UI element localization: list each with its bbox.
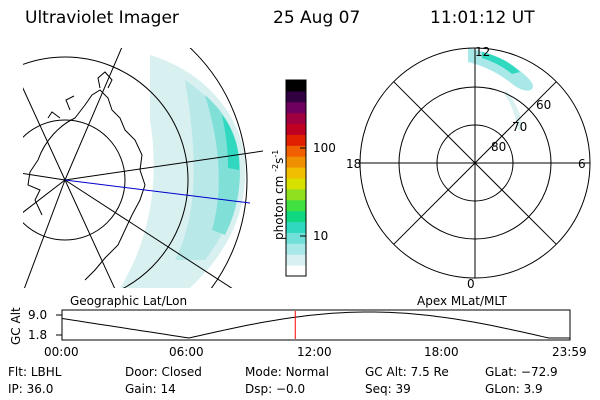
- status-flt: Flt: LBHL: [8, 365, 62, 379]
- colorbar-band: [286, 254, 306, 266]
- status-dsp: Dsp: −0.0: [245, 382, 306, 396]
- date-label: 25 Aug 07: [273, 8, 361, 28]
- orbit-ylabel: GC Alt: [9, 307, 23, 345]
- status-gc-alt: GC Alt: 7.5 Re: [365, 365, 449, 379]
- colorbar-band: [286, 199, 306, 212]
- orbit-xtick-0000: 00:00: [44, 345, 79, 359]
- mag-panel-label: Apex MLat/MLT: [417, 294, 507, 308]
- colorbar-band: [286, 123, 306, 135]
- status-seq: Seq: 39: [365, 382, 411, 396]
- lat-circle-mid: [23, 56, 189, 288]
- mlt-label-0: 0: [467, 277, 475, 291]
- colorbar-band: [286, 167, 306, 179]
- status-glat: GLat: −72.9: [485, 365, 558, 379]
- orbit-xtick-1200: 12:00: [297, 345, 332, 359]
- colorbar-tick-100: 100: [313, 141, 336, 155]
- orbit-altitude-curve: [61, 311, 570, 339]
- status-mode: Mode: Normal: [245, 365, 329, 379]
- status-ip: IP: 36.0: [8, 382, 54, 396]
- mlt-label-12: 12: [475, 45, 491, 59]
- instrument-title: Ultraviolet Imager: [25, 8, 179, 28]
- orbit-plot-frame: [61, 309, 571, 341]
- mlat-label-60: 60: [536, 98, 552, 112]
- coastline: [27, 71, 146, 281]
- colorbar-tick-10: 10: [313, 229, 329, 243]
- colorbar: [286, 80, 306, 277]
- colorbar-unit-label: photon cm -2s-1: [271, 149, 286, 240]
- colorbar-band: [286, 101, 306, 114]
- mlt-label-6: 6: [578, 157, 586, 171]
- colorbar-band: [286, 210, 306, 223]
- colorbar-band: [286, 178, 306, 190]
- orbit-ytick-1-8: 1.8: [28, 328, 48, 342]
- colorbar-band: [286, 265, 306, 277]
- geo-panel-label: Geographic Lat/Lon: [70, 294, 188, 308]
- status-glon: GLon: 3.9: [485, 382, 543, 396]
- colorbar-band: [286, 188, 306, 201]
- colorbar-band: [286, 112, 306, 125]
- orbit-xtick-1800: 18:00: [424, 345, 459, 359]
- orbit-xtick-0600: 06:00: [169, 345, 204, 359]
- colorbar-band: [286, 221, 306, 233]
- colorbar-band: [286, 156, 306, 168]
- status-door: Door: Closed: [125, 365, 202, 379]
- colorbar-band: [286, 80, 306, 92]
- aurora-emission: [120, 55, 246, 288]
- mlat-label-70: 70: [512, 120, 528, 134]
- orbit-ytick-9: 9.0: [28, 308, 48, 322]
- orbit-xtick-2359: 23:59: [552, 345, 587, 359]
- time-label: 11:01:12 UT: [430, 8, 535, 28]
- lat-circle-inner: [23, 119, 126, 241]
- mlt-label-18: 18: [346, 157, 362, 171]
- colorbar-band: [286, 232, 306, 244]
- status-gain: Gain: 14: [125, 382, 176, 396]
- mag-aurora: [468, 48, 533, 130]
- mlat-label-80: 80: [491, 140, 507, 154]
- colorbar-band: [286, 243, 306, 255]
- lat-circle-outer: [189, 48, 248, 288]
- colorbar-band: [286, 90, 306, 103]
- mag-grid: [359, 47, 591, 279]
- colorbar-band: [286, 134, 306, 146]
- noon-meridian-line: [64, 179, 251, 204]
- colorbar-band: [286, 145, 306, 157]
